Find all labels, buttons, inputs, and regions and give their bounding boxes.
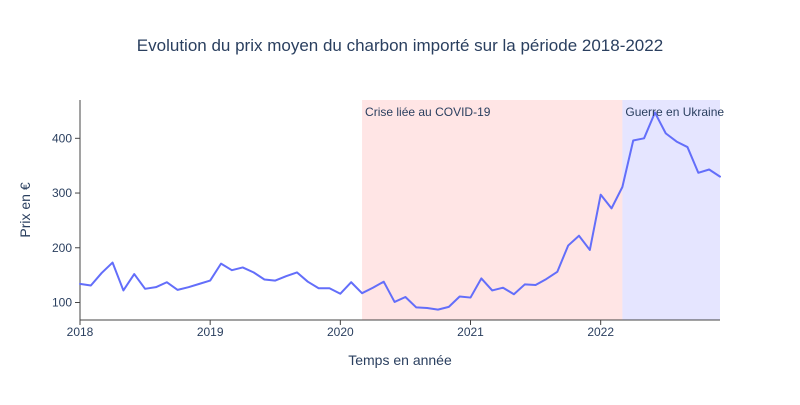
chart-title: Evolution du prix moyen du charbon impor…	[137, 36, 663, 55]
x-tick-label-3: 2021	[457, 325, 484, 339]
y-tick-label-2: 300	[52, 186, 72, 200]
price-series-line	[79, 111, 721, 311]
y-axis-label: Prix en €	[17, 182, 33, 237]
y-tick-label-0: 100	[52, 295, 72, 309]
x-tick-label-4: 2022	[587, 325, 614, 339]
region-band-1	[622, 100, 720, 320]
region-annotations: Crise liée au COVID-19 Guerre en Ukraine	[365, 105, 724, 119]
region-label-1: Guerre en Ukraine	[625, 105, 724, 119]
x-tick-label-1: 2019	[197, 325, 224, 339]
axes: 100 200 300 400 2018 2019 2020 2021 2022	[52, 100, 720, 339]
x-tick-label-0: 2018	[67, 325, 94, 339]
region-band-0	[362, 100, 623, 320]
x-tick-label-2: 2020	[327, 325, 354, 339]
region-label-0: Crise liée au COVID-19	[365, 105, 491, 119]
series-line-layer	[79, 111, 721, 311]
y-tick-label-1: 200	[52, 241, 72, 255]
x-axis-label: Temps en année	[348, 352, 452, 368]
y-tick-label-3: 400	[52, 131, 72, 145]
shaded-regions	[362, 100, 720, 320]
